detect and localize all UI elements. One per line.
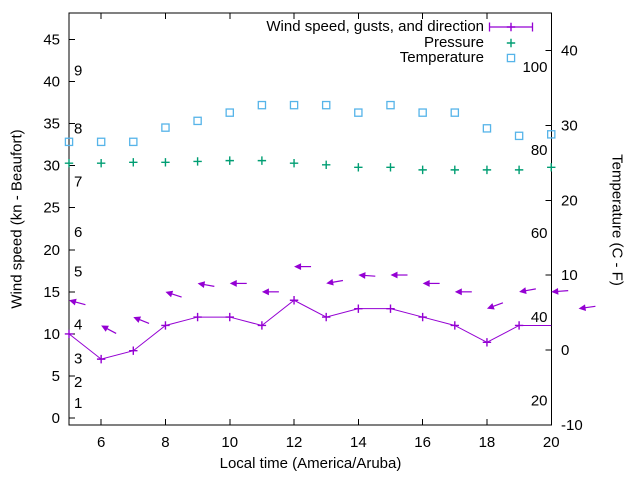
knots-tick-label: 20 <box>43 242 60 259</box>
celsius-tick-label: -10 <box>561 417 583 434</box>
x-tick-label: 14 <box>350 434 367 451</box>
legend-item-pressure: Pressure <box>266 33 534 51</box>
knots-tick-label: 5 <box>52 368 60 385</box>
legend-sample-errorbar-line <box>488 22 534 32</box>
celsius-tick-label: 20 <box>561 192 578 209</box>
fahrenheit-label: 40 <box>531 309 548 326</box>
x-axis-ticks <box>100 13 552 425</box>
x-tick-label: 10 <box>221 434 238 451</box>
legend-sample-square <box>506 53 516 63</box>
legend-label: Temperature <box>399 49 484 67</box>
celsius-tick-label: 40 <box>561 42 578 59</box>
pressure-series <box>64 156 556 175</box>
x-tick-label: 8 <box>161 434 169 451</box>
beaufort-label: 3 <box>74 350 82 367</box>
legend-item-wind: Wind speed, gusts, and direction <box>266 19 534 35</box>
y-right-axis-title: Temperature (C - F) <box>608 154 626 286</box>
knots-tick-label: 25 <box>43 200 60 217</box>
beaufort-label: 7 <box>74 174 82 191</box>
plot-border <box>68 12 552 426</box>
fahrenheit-scale-labels: 100 80 60 40 20 <box>522 59 547 409</box>
celsius-tick-label: 30 <box>561 117 578 134</box>
beaufort-label: 6 <box>74 224 82 241</box>
x-tick-label: 20 <box>543 434 560 451</box>
fahrenheit-label: 20 <box>531 392 548 409</box>
x-tick-label: 16 <box>414 434 431 451</box>
knots-tick-label: 30 <box>43 158 60 175</box>
beaufort-label: 8 <box>74 121 82 138</box>
legend: Wind speed, gusts, and direction Pressure… <box>266 19 534 66</box>
celsius-tick-label: 10 <box>561 267 578 284</box>
fahrenheit-label: 100 <box>522 59 547 76</box>
y-left-axis-title: Wind speed (kn - Beaufort) <box>8 129 26 309</box>
legend-item-temperature: Temperature <box>266 50 534 66</box>
celsius-tick-label: 0 <box>561 342 569 359</box>
beaufort-label: 5 <box>74 264 82 281</box>
beaufort-label: 9 <box>74 63 82 80</box>
beaufort-label: 2 <box>74 374 82 391</box>
fahrenheit-label: 80 <box>531 142 548 159</box>
knots-tick-label: 15 <box>43 284 60 301</box>
wind-gust-arrows <box>69 263 596 334</box>
legend-label: Pressure <box>423 33 484 51</box>
beaufort-label: 4 <box>74 317 82 334</box>
knots-tick-label: 0 <box>52 410 60 427</box>
legend-label: Wind speed, gusts, and direction <box>266 18 484 35</box>
temperature-series <box>64 100 556 147</box>
knots-tick-label: 35 <box>43 116 60 133</box>
x-axis-title: Local time (America/Aruba) <box>219 455 402 472</box>
y-right-axis-ticks <box>545 49 552 426</box>
y-right-tick-labels: 40 30 20 10 0 -10 <box>561 42 583 434</box>
x-tick-label: 18 <box>479 434 496 451</box>
x-tick-labels: 6 8 10 12 14 16 18 20 <box>97 434 560 451</box>
legend-sample-plus <box>506 38 516 47</box>
knots-tick-label: 45 <box>43 32 60 49</box>
wind-speed-series <box>64 296 552 364</box>
knots-tick-label: 40 <box>43 74 60 91</box>
knots-tick-label: 10 <box>43 326 60 343</box>
fahrenheit-label: 60 <box>531 225 548 242</box>
x-tick-label: 12 <box>286 434 303 451</box>
beaufort-label: 1 <box>74 395 82 412</box>
y-left-tick-labels: 0 5 10 15 20 25 30 35 40 45 <box>43 32 60 427</box>
beaufort-scale-labels: 1 2 3 4 5 6 7 8 9 <box>74 63 82 412</box>
x-tick-label: 6 <box>97 434 105 451</box>
